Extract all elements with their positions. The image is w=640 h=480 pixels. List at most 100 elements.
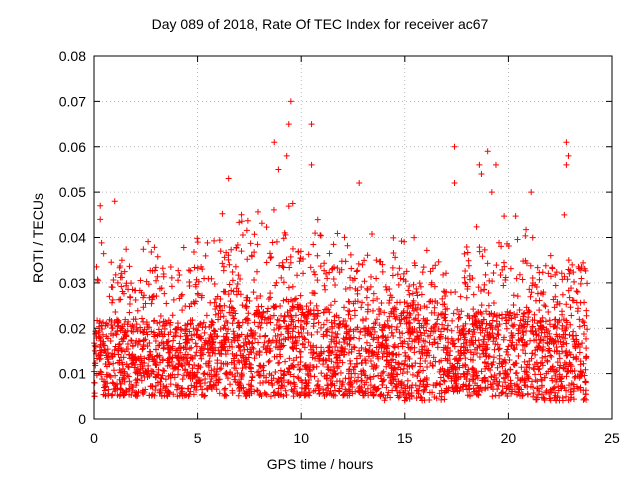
data-point: [284, 309, 291, 316]
data-point: [323, 317, 330, 324]
data-point: [295, 361, 302, 368]
data-point: [354, 267, 361, 274]
data-point: [119, 389, 126, 396]
data-point: [185, 267, 192, 274]
data-point: [385, 323, 392, 330]
data-point: [245, 338, 252, 345]
data-point: [296, 366, 303, 373]
data-point: [501, 334, 508, 341]
data-point: [347, 315, 354, 322]
data-point: [584, 280, 591, 287]
data-point: [198, 355, 205, 362]
data-point: [132, 361, 139, 368]
data-point: [118, 257, 125, 264]
x-tick-label: 25: [604, 430, 620, 446]
data-point: [561, 273, 568, 280]
data-point: [458, 343, 465, 350]
data-point: [188, 300, 195, 307]
data-point: [388, 329, 395, 336]
data-point: [413, 395, 420, 402]
data-point: [367, 358, 374, 365]
data-point: [297, 255, 304, 262]
data-point: [415, 311, 422, 318]
data-point: [285, 312, 292, 319]
data-point: [346, 332, 353, 339]
data-point: [337, 348, 344, 355]
data-point: [566, 332, 573, 339]
data-point: [368, 350, 375, 357]
data-point: [519, 276, 526, 283]
data-point: [252, 335, 259, 342]
data-point: [321, 282, 328, 289]
data-point: [238, 384, 245, 391]
data-point: [305, 251, 312, 258]
data-point: [97, 216, 104, 223]
data-point: [346, 366, 353, 373]
data-point: [236, 388, 243, 395]
data-point: [339, 345, 346, 352]
data-point: [247, 348, 254, 355]
data-point: [324, 390, 331, 397]
data-point: [331, 368, 338, 375]
data-point: [485, 302, 492, 309]
data-point: [359, 299, 366, 306]
data-point: [488, 189, 495, 196]
data-point: [568, 380, 575, 387]
data-point: [507, 366, 514, 373]
data-point: [519, 336, 526, 343]
data-point: [313, 302, 320, 309]
data-point: [464, 283, 471, 290]
data-point: [178, 293, 185, 300]
data-point: [102, 350, 109, 357]
data-point: [222, 325, 229, 332]
data-point: [370, 336, 377, 343]
data-point: [190, 391, 197, 398]
data-point: [125, 373, 132, 380]
data-point: [494, 331, 501, 338]
data-point: [363, 294, 370, 301]
data-point: [486, 353, 493, 360]
data-point: [542, 389, 549, 396]
data-point: [373, 257, 380, 264]
data-point: [280, 235, 287, 242]
data-point: [571, 278, 578, 285]
data-point: [472, 315, 479, 322]
data-point: [508, 329, 515, 336]
data-point: [174, 371, 181, 378]
data-point: [367, 374, 374, 381]
data-point: [330, 241, 337, 248]
data-point: [151, 244, 158, 251]
data-point: [108, 259, 115, 266]
data-point: [534, 290, 541, 297]
data-point: [323, 270, 330, 277]
data-point: [184, 357, 191, 364]
data-point: [117, 369, 124, 376]
data-point: [216, 366, 223, 373]
data-point: [527, 383, 534, 390]
data-point: [489, 393, 496, 400]
x-tick-label: 5: [194, 430, 202, 446]
data-point: [395, 394, 402, 401]
data-point: [247, 364, 254, 371]
data-point: [161, 290, 168, 297]
data-point: [430, 354, 437, 361]
data-point: [411, 337, 418, 344]
data-point: [179, 362, 186, 369]
data-point: [301, 335, 308, 342]
data-point: [455, 311, 462, 318]
data-point: [329, 266, 336, 273]
data-point: [187, 267, 194, 274]
data-point: [342, 375, 349, 382]
data-point: [533, 396, 540, 403]
data-point: [266, 357, 273, 364]
data-point: [148, 392, 155, 399]
y-tick-label: 0: [78, 411, 86, 427]
data-point: [159, 333, 166, 340]
data-point: [580, 330, 587, 337]
data-point: [549, 265, 556, 272]
data-point: [386, 300, 393, 307]
data-point: [97, 355, 104, 362]
data-point: [182, 392, 189, 399]
data-point: [145, 238, 152, 245]
data-point: [510, 323, 517, 330]
